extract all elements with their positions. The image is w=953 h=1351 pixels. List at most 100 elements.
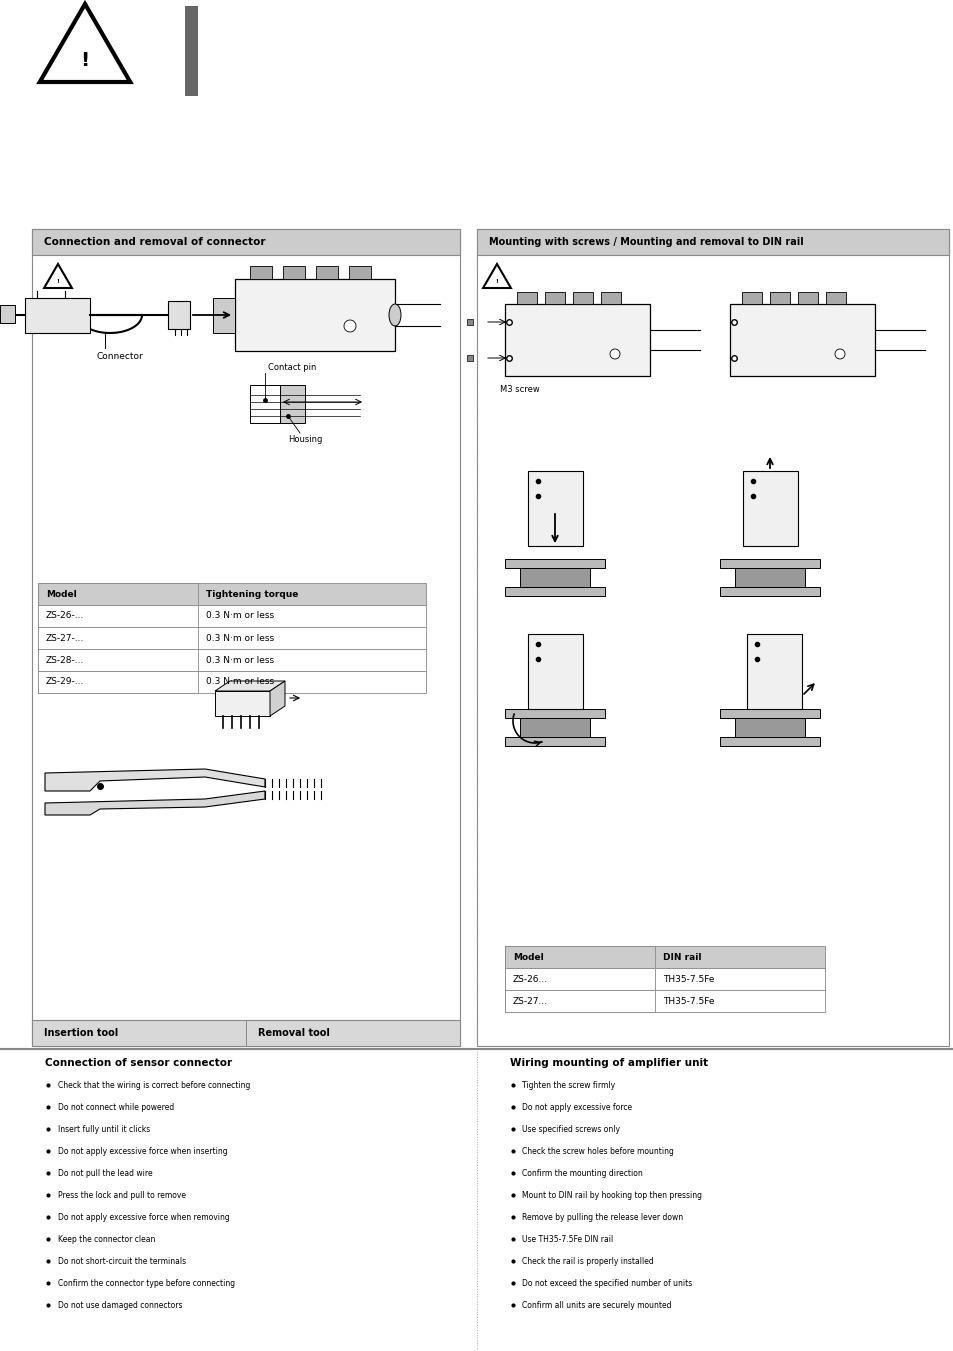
Text: !: ! [56,278,59,284]
Text: Removal tool: Removal tool [257,1028,330,1038]
Bar [32,1020,459,1046]
Text: Do not apply excessive force when removing: Do not apply excessive force when removi… [58,1212,230,1221]
Bar [38,584,198,605]
Text: Tighten the screw firmly: Tighten the screw firmly [521,1081,615,1089]
Polygon shape [482,263,511,288]
Text: Model: Model [513,952,543,962]
Bar [185,5,198,96]
Text: DIN rail: DIN rail [662,952,700,962]
Bar [504,946,655,969]
Bar [769,292,789,304]
Text: !: ! [495,278,497,284]
Bar [280,385,305,423]
Text: Check the rail is properly installed: Check the rail is properly installed [521,1256,653,1266]
Bar [349,266,371,280]
Text: !: ! [80,50,90,70]
Ellipse shape [609,349,619,359]
Bar [315,266,337,280]
Bar [504,990,655,1012]
Bar [38,648,198,671]
Bar [250,266,272,280]
Text: Housing: Housing [288,435,322,444]
Bar [38,671,426,693]
Bar [527,471,582,546]
Polygon shape [44,263,71,288]
Bar [519,717,589,738]
Bar [25,299,90,332]
Bar [38,627,198,648]
Text: Confirm all units are securely mounted: Confirm all units are securely mounted [521,1301,671,1309]
Text: ZS-26-...: ZS-26-... [46,612,84,620]
Bar [720,559,820,567]
Text: Confirm the connector type before connecting: Confirm the connector type before connec… [58,1278,234,1288]
Text: ZS-26...: ZS-26... [513,974,548,984]
Text: Check that the wiring is correct before connecting: Check that the wiring is correct before … [58,1081,250,1089]
Text: Connection of sensor connector: Connection of sensor connector [45,1058,232,1069]
Bar [504,969,655,990]
Bar [38,671,198,693]
Bar [746,634,801,709]
Polygon shape [40,4,131,82]
Bar [0,305,15,323]
Text: Insert fully until it clicks: Insert fully until it clicks [58,1124,150,1133]
Text: Model: Model [46,589,76,598]
Polygon shape [214,690,270,716]
Text: Keep the connector clean: Keep the connector clean [58,1235,155,1243]
Text: ZS-27...: ZS-27... [513,997,548,1005]
Bar [283,266,305,280]
Bar [519,567,589,586]
Bar [476,230,948,1046]
Bar [504,586,604,596]
Bar [742,471,797,546]
Text: TH35-7.5Fe: TH35-7.5Fe [662,997,714,1005]
Text: Check the screw holes before mounting: Check the screw holes before mounting [521,1147,673,1155]
Text: Do not apply excessive force when inserting: Do not apply excessive force when insert… [58,1147,228,1155]
Text: Contact pin: Contact pin [268,362,316,372]
Text: Connector: Connector [96,351,143,361]
Text: Use TH35-7.5Fe DIN rail: Use TH35-7.5Fe DIN rail [521,1235,613,1243]
Text: Connection and removal of connector: Connection and removal of connector [44,236,265,247]
Text: TH35-7.5Fe: TH35-7.5Fe [662,974,714,984]
Ellipse shape [344,320,355,332]
Bar [527,634,582,709]
Text: Confirm the mounting direction: Confirm the mounting direction [521,1169,642,1178]
Bar [38,627,426,648]
Polygon shape [270,681,285,716]
Bar [38,648,426,671]
Text: Mount to DIN rail by hooking top then pressing: Mount to DIN rail by hooking top then pr… [521,1190,701,1200]
Bar [250,385,280,423]
Text: Do not apply excessive force: Do not apply excessive force [521,1102,632,1112]
Bar [38,605,198,627]
Text: Remove by pulling the release lever down: Remove by pulling the release lever down [521,1212,682,1221]
Text: ZS-29-...: ZS-29-... [46,677,84,686]
Bar [517,292,537,304]
Text: 0.3 N·m or less: 0.3 N·m or less [206,634,274,643]
Ellipse shape [389,304,400,326]
Bar [825,292,845,304]
Text: Wiring mounting of amplifier unit: Wiring mounting of amplifier unit [510,1058,707,1069]
Bar [720,738,820,746]
Bar [504,304,649,376]
Text: ZS-27-...: ZS-27-... [46,634,84,643]
Bar [476,230,948,255]
Bar [741,292,761,304]
Text: ZS-28-...: ZS-28-... [46,655,84,665]
Bar [720,586,820,596]
Bar [168,301,190,330]
Bar [38,584,426,605]
Bar [504,738,604,746]
Text: 0.3 N·m or less: 0.3 N·m or less [206,677,274,686]
Polygon shape [214,681,285,690]
Bar [544,292,564,304]
Bar [720,709,820,717]
Bar [234,280,395,351]
Text: 0.3 N·m or less: 0.3 N·m or less [206,655,274,665]
Bar [573,292,593,304]
Text: Do not connect while powered: Do not connect while powered [58,1102,174,1112]
Bar [734,567,804,586]
Text: Do not pull the lead wire: Do not pull the lead wire [58,1169,152,1178]
Bar [213,299,234,332]
Bar [797,292,817,304]
Bar [504,559,604,567]
Bar [600,292,620,304]
